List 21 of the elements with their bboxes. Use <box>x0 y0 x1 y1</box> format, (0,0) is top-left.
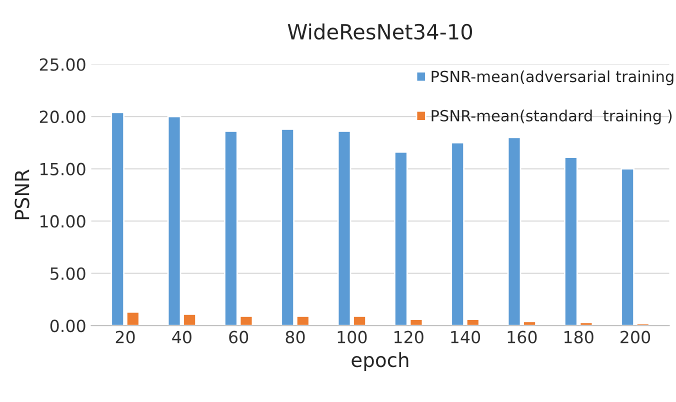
y-tick-label: 20.00 <box>40 110 86 124</box>
x-tick-label: 60 <box>229 330 248 344</box>
x-tick-label: 140 <box>451 330 480 344</box>
legend-label: PSNR-mean(adversarial training <box>432 70 674 86</box>
x-tick-label: 100 <box>338 330 367 344</box>
y-tick-label: 25.00 <box>40 58 86 71</box>
y-tick-label: 15.00 <box>40 162 86 176</box>
x-axis-title: epoch <box>352 352 408 371</box>
x-tick-label: 80 <box>286 330 305 344</box>
legend-label: PSNR-mean(standard training ) <box>432 110 672 124</box>
x-tick-label: 40 <box>172 330 192 344</box>
x-tick-label: 20 <box>116 330 135 344</box>
x-tick-label: 180 <box>564 330 594 344</box>
chart-title: WideResNet34-10 <box>288 23 472 40</box>
x-tick-label: 200 <box>620 330 650 344</box>
x-tick-label: 120 <box>394 330 424 344</box>
y-tick-label: 10.00 <box>40 215 86 228</box>
y-tick-label: 5.00 <box>50 267 86 280</box>
x-tick-label: 160 <box>508 330 537 344</box>
y-tick-label: 0.00 <box>50 320 86 332</box>
y-axis-title: PSNR <box>14 169 30 220</box>
